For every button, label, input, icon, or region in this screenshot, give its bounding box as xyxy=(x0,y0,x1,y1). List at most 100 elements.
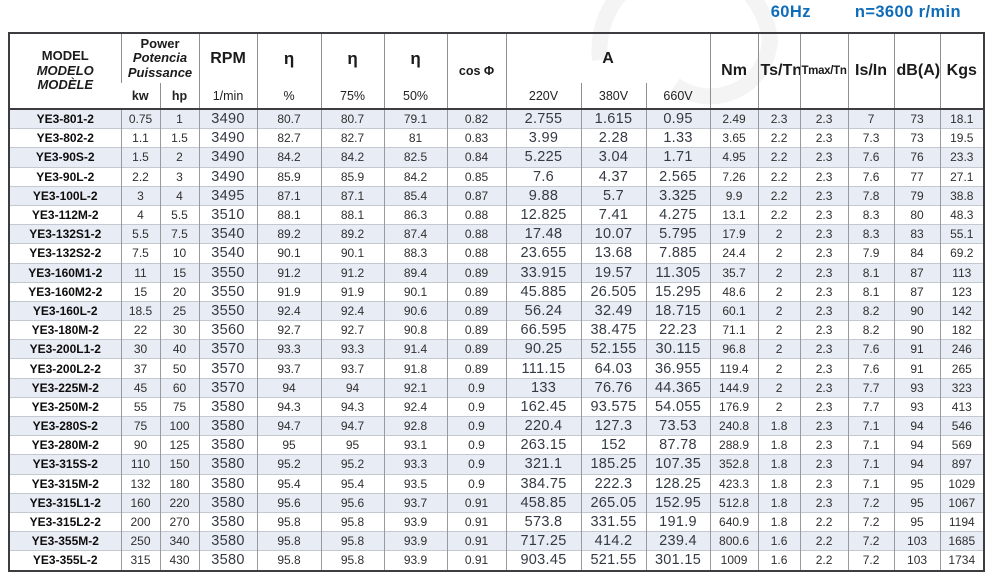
table-row: YE3-280M-2 90 125 3580 95 95 93.1 0.9 263.15 152 8… xyxy=(8,435,985,455)
cell-db: 87 xyxy=(893,262,941,283)
cell-cos-phi: 0.88 xyxy=(446,243,507,263)
cell-kw: 160 xyxy=(120,492,160,513)
cell-kgs: 546 xyxy=(939,415,985,436)
cell-ts-tn: 1.8 xyxy=(757,415,801,436)
cell-kgs: 182 xyxy=(939,320,985,340)
cell-hp: 125 xyxy=(159,435,200,455)
cell-hp: 2 xyxy=(159,147,200,168)
cell-amps-380v: 5.7 xyxy=(580,185,647,206)
cell-hp: 1 xyxy=(159,108,200,129)
col-header-amps: A xyxy=(505,33,711,83)
cell-db: 103 xyxy=(893,531,941,551)
subheader-eta-50: 50% xyxy=(383,83,448,109)
cell-cos-phi: 0.91 xyxy=(446,531,507,551)
cell-eta50: 93.9 xyxy=(383,550,448,571)
cell-db: 94 xyxy=(893,415,941,436)
cell-db: 76 xyxy=(893,147,941,168)
cell-cos-phi: 0.83 xyxy=(446,128,507,148)
cell-db: 87 xyxy=(893,281,941,302)
cell-model: YE3-225M-2 xyxy=(8,377,121,398)
cell-eta: 82.7 xyxy=(256,128,322,148)
cell-hp: 150 xyxy=(159,454,200,475)
cell-eta50: 81 xyxy=(383,128,448,148)
cell-amps-660v: 4.275 xyxy=(645,204,711,225)
cell-ts-tn: 1.6 xyxy=(757,531,801,551)
cell-tmax-tn: 2.2 xyxy=(799,550,849,571)
cell-amps-380v: 265.05 xyxy=(580,492,647,513)
cell-amps-220v: 5.225 xyxy=(505,147,582,168)
cell-eta: 93.3 xyxy=(256,339,322,359)
cell-kgs: 1685 xyxy=(939,531,985,551)
speed-value: n=3600 r/min xyxy=(854,3,961,21)
cell-eta50: 93.3 xyxy=(383,454,448,475)
cell-amps-380v: 52.155 xyxy=(580,339,647,359)
table-row: YE3-112M-2 4 5.5 3510 88.1 88.1 86.3 0.88 12.825… xyxy=(8,204,985,225)
cell-amps-220v: 17.48 xyxy=(505,224,582,244)
cell-ts-tn: 1.8 xyxy=(757,454,801,475)
cell-eta75: 94.7 xyxy=(320,415,385,436)
cell-nm: 96.8 xyxy=(709,339,759,359)
cell-eta75: 95.6 xyxy=(320,492,385,513)
cell-amps-380v: 19.57 xyxy=(580,262,647,283)
table-row: YE3-160L-2 18.5 25 3550 92.4 92.4 90.6 0.89 56.2… xyxy=(8,300,985,321)
cell-model: YE3-90L-2 xyxy=(8,166,121,187)
cell-eta50: 92.8 xyxy=(383,415,448,436)
cell-hp: 430 xyxy=(159,550,200,571)
cell-amps-660v: 2.565 xyxy=(645,166,711,187)
cell-cos-phi: 0.91 xyxy=(446,492,507,513)
cell-amps-660v: 30.115 xyxy=(645,339,711,359)
cell-rpm: 3580 xyxy=(198,492,258,513)
cell-eta75: 95.8 xyxy=(320,550,385,571)
cell-kw: 22 xyxy=(120,320,160,340)
cell-nm: 352.8 xyxy=(709,454,759,475)
cell-kgs: 69.2 xyxy=(939,243,985,263)
cell-hp: 30 xyxy=(159,320,200,340)
cell-eta50: 91.8 xyxy=(383,358,448,379)
cell-amps-220v: 23.655 xyxy=(505,243,582,263)
cell-nm: 9.9 xyxy=(709,185,759,206)
cell-amps-220v: 66.595 xyxy=(505,320,582,340)
cell-ts-tn: 2.2 xyxy=(757,128,801,148)
cell-nm: 48.6 xyxy=(709,281,759,302)
col-header-rpm: RPM xyxy=(198,33,258,83)
cell-kgs: 38.8 xyxy=(939,185,985,206)
cell-ts-tn: 2.2 xyxy=(757,147,801,168)
cell-amps-220v: 903.45 xyxy=(505,550,582,571)
cell-tmax-tn: 2.3 xyxy=(799,396,849,417)
cell-kgs: 265 xyxy=(939,358,985,379)
cell-cos-phi: 0.89 xyxy=(446,339,507,359)
cell-tmax-tn: 2.3 xyxy=(799,415,849,436)
cell-is-in: 8.3 xyxy=(847,224,895,244)
cell-eta: 93.7 xyxy=(256,358,322,379)
cell-kgs: 19.5 xyxy=(939,128,985,148)
cell-rpm: 3580 xyxy=(198,396,258,417)
table-header: MODEL MODELO MODÈLE Power Potencia Puiss… xyxy=(9,33,985,109)
cell-eta75: 80.7 xyxy=(320,108,385,129)
cell-amps-660v: 22.23 xyxy=(645,320,711,340)
model-header-en: MODEL xyxy=(41,48,89,64)
table-row: YE3-200L1-2 30 40 3570 93.3 93.3 91.4 0.89 90.25… xyxy=(8,339,985,359)
cell-rpm: 3570 xyxy=(198,339,258,359)
cell-model: YE3-280S-2 xyxy=(8,415,121,436)
subheader-rpm-unit: 1/min xyxy=(198,83,258,109)
cell-kgs: 113 xyxy=(939,262,985,283)
power-header-en: Power xyxy=(140,35,180,51)
cell-model: YE3-160M2-2 xyxy=(8,281,121,302)
cell-model: YE3-802-2 xyxy=(8,128,121,148)
cell-eta: 95.4 xyxy=(256,473,322,494)
cell-kgs: 897 xyxy=(939,454,985,475)
cell-cos-phi: 0.91 xyxy=(446,550,507,571)
cell-hp: 340 xyxy=(159,531,200,551)
cell-eta50: 86.3 xyxy=(383,204,448,225)
cell-amps-660v: 239.4 xyxy=(645,531,711,551)
table-row: YE3-355M-2 250 340 3580 95.8 95.8 93.9 0.91 717.… xyxy=(8,531,985,551)
cell-is-in: 7.7 xyxy=(847,396,895,417)
cell-nm: 144.9 xyxy=(709,377,759,398)
cell-tmax-tn: 2.3 xyxy=(799,262,849,283)
cell-eta: 91.2 xyxy=(256,262,322,283)
cell-eta50: 87.4 xyxy=(383,224,448,244)
cell-eta50: 90.6 xyxy=(383,300,448,321)
cell-cos-phi: 0.89 xyxy=(446,262,507,283)
cell-nm: 1009 xyxy=(709,550,759,571)
cell-model: YE3-160M1-2 xyxy=(8,262,121,283)
